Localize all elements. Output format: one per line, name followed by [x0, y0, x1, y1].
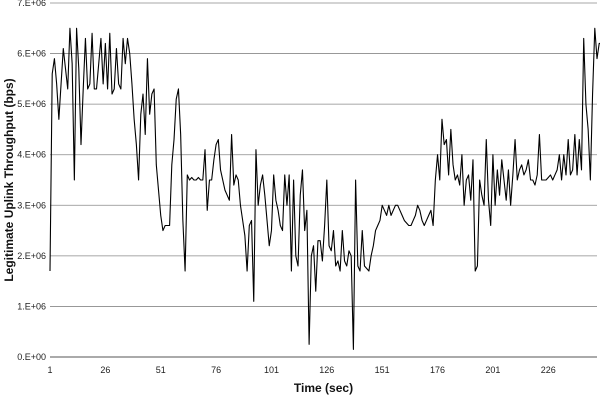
- x-tick-label: 126: [319, 365, 334, 375]
- y-tick-label: 7.E+06: [17, 0, 46, 8]
- x-tick-label: 151: [375, 365, 390, 375]
- y-tick-label: 3.E+06: [17, 200, 46, 210]
- x-tick-label: 51: [156, 365, 166, 375]
- y-tick-label: 0.E+00: [17, 352, 46, 362]
- x-tick-label: 76: [211, 365, 221, 375]
- y-tick-label: 4.E+06: [17, 150, 46, 160]
- y-tick-label: 2.E+06: [17, 251, 46, 261]
- x-tick-label: 101: [264, 365, 279, 375]
- series-layer: [49, 27, 600, 350]
- x-tick-label: 201: [485, 365, 500, 375]
- y-gridlines: [50, 2, 597, 307]
- y-tick-label: 1.E+06: [17, 301, 46, 311]
- x-axis-title: Time (sec): [294, 381, 353, 395]
- x-tick-labels: 1 26 51 76 101 126 151 176 201 226: [47, 365, 555, 375]
- x-tick-label: 1: [47, 365, 52, 375]
- x-tick-label: 26: [100, 365, 110, 375]
- series-line: [49, 27, 600, 350]
- x-tick-label: 226: [541, 365, 556, 375]
- y-axis-title: Legitimate Uplink Throughput (bps): [2, 78, 16, 281]
- y-tick-label: 5.E+06: [17, 99, 46, 109]
- y-tick-label: 6.E+06: [17, 49, 46, 59]
- y-tick-labels: 0.E+00 1.E+06 2.E+06 3.E+06 4.E+06 5.E+06 6.E+…: [17, 0, 46, 362]
- x-tick-label: 176: [430, 365, 445, 375]
